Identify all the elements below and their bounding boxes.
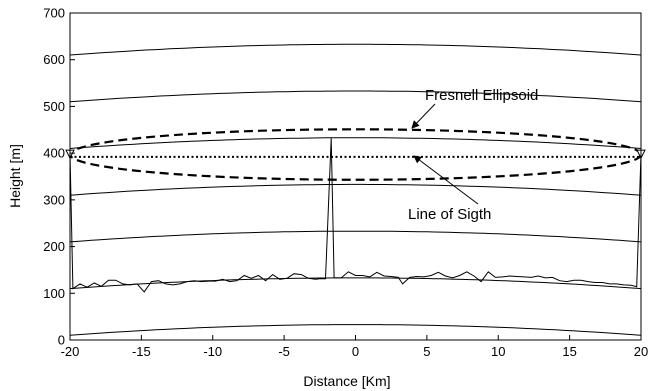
earth-curvature-lines [69,43,642,336]
annotation-fresnel-label: Fresnell Ellipsoid [425,87,538,104]
earth-curve-3 [69,183,642,196]
y-axis-label: Height [m] [7,144,23,208]
x-tick-label-6: 10 [491,344,505,359]
annotation-los-arrow [413,155,479,205]
annotation-los-label: Line of Sigth [408,206,491,223]
x-tick-label-7: 15 [562,344,576,359]
x-axis-label: Distance [Km] [303,373,390,389]
y-tick-label-5: 500 [43,99,65,114]
y-tick-label-7: 700 [43,6,65,21]
y-tick-label-1: 100 [43,286,65,301]
x-tick-label-8: 20 [634,344,648,359]
y-tick-label-3: 300 [43,192,65,207]
y-tick-label-6: 600 [43,52,65,67]
terrain-profile [69,138,642,293]
fresnel-ellipse [68,128,643,181]
x-tick-label-0: -20 [61,344,80,359]
y-axis-ticks: 0 100 200 300 400 500 600 700 [43,6,75,348]
x-tick-label-2: -10 [203,344,222,359]
y-tick-label-4: 400 [43,146,65,161]
x-axis-ticks: -20 -15 -10 -5 0 5 10 15 20 [61,335,648,359]
plot-frame [69,12,642,341]
x-tick-label-5: 5 [423,344,430,359]
y-tick-label-0: 0 [58,333,65,348]
earth-curve-0 [69,324,642,336]
annotation-fresnel-arrow [411,103,436,129]
earth-curve-2 [69,230,642,243]
earth-curve-4 [69,137,642,149]
fresnel-ellipsoid [68,128,643,181]
earth-curve-1 [69,277,642,290]
x-tick-label-3: -5 [278,344,290,359]
x-tick-label-4: 0 [352,344,359,359]
earth-curve-6 [69,43,642,56]
earth-curve-5 [69,90,642,103]
y-tick-label-2: 200 [43,239,65,254]
terrain-line [69,138,642,293]
x-tick-label-1: -15 [132,344,151,359]
